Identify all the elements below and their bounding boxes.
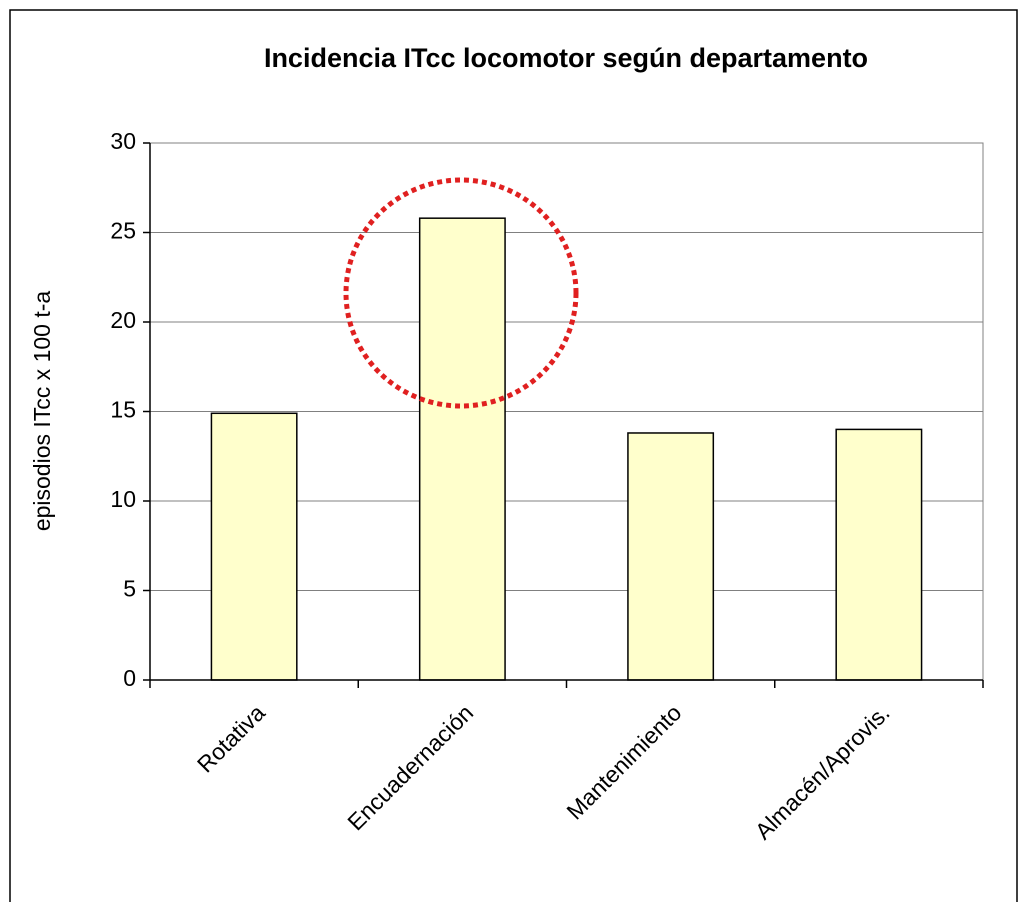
bar — [835, 428, 923, 681]
y-tick-label: 20 — [110, 307, 136, 333]
y-tick-label: 30 — [110, 128, 136, 154]
bar — [627, 432, 715, 681]
y-tick-label: 10 — [110, 486, 136, 512]
chart-title: Incidencia ITcc locomotor según departam… — [264, 43, 868, 73]
bar — [210, 412, 298, 681]
y-tick-label: 25 — [110, 218, 136, 244]
bar — [418, 217, 506, 681]
y-tick-label: 0 — [123, 665, 136, 691]
y-tick-label: 15 — [110, 397, 136, 423]
highlight-circle — [343, 177, 579, 409]
y-axis-label: episodios ITcc x 100 t-a — [29, 291, 55, 532]
y-tick-label: 5 — [123, 576, 136, 602]
